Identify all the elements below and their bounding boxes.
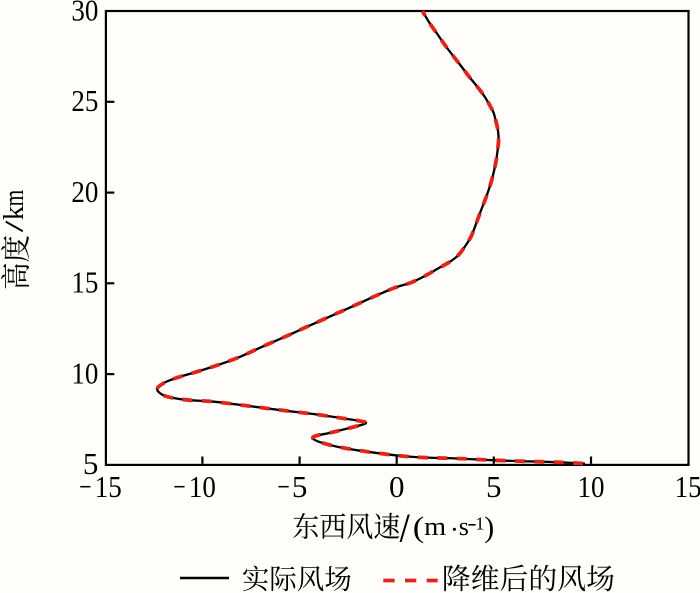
svg-text:15: 15 [675, 469, 700, 504]
svg-text:(: ( [413, 511, 425, 544]
svg-text:): ) [484, 511, 494, 544]
svg-text:m: m [424, 512, 446, 541]
svg-text:1: 1 [475, 514, 484, 534]
svg-text:30: 30 [71, 0, 98, 28]
svg-text:−: − [277, 469, 289, 504]
svg-text:5: 5 [486, 469, 502, 504]
svg-text:15: 15 [71, 265, 98, 300]
svg-text:10: 10 [578, 469, 605, 504]
svg-text:0: 0 [389, 469, 405, 504]
svg-text:m: m [0, 190, 30, 207]
svg-text:5: 5 [83, 446, 99, 481]
svg-text:5: 5 [292, 469, 308, 504]
svg-text:−: − [79, 469, 91, 504]
svg-text:10: 10 [189, 469, 216, 504]
svg-text:20: 20 [71, 174, 98, 209]
svg-text:10: 10 [71, 355, 98, 390]
svg-text:−: − [173, 469, 185, 504]
svg-text:s: s [459, 512, 469, 541]
svg-text:15: 15 [95, 469, 122, 504]
svg-text:25: 25 [71, 83, 98, 118]
svg-text:k: k [0, 205, 30, 220]
